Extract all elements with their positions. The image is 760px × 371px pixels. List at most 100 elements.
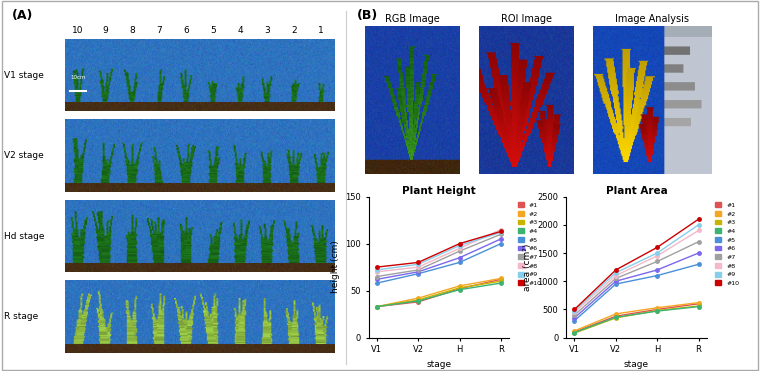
#7 [496,232,505,236]
#8 [455,246,464,250]
#3 [372,304,382,309]
#4 [694,304,703,309]
#5 [455,260,464,265]
Text: 1: 1 [318,26,324,35]
Text: 7: 7 [156,26,162,35]
#1 [372,304,382,309]
Line: #4: #4 [375,281,502,308]
#5 [496,242,505,246]
Line: #10: #10 [573,217,700,311]
Y-axis label: area (cm²): area (cm²) [523,243,532,291]
#10 [694,217,703,221]
#6 [455,256,464,260]
#6 [570,316,579,320]
Text: 6: 6 [183,26,189,35]
#6 [694,251,703,255]
Line: #7: #7 [375,233,502,278]
#3 [455,286,464,290]
#8 [372,270,382,274]
#8 [413,265,423,269]
Line: #1: #1 [375,278,502,308]
X-axis label: stage: stage [624,360,649,369]
#1 [496,277,505,282]
#1 [413,300,423,304]
#2 [653,305,662,310]
#2 [694,301,703,305]
#3 [611,316,620,320]
#5 [570,318,579,323]
#10 [570,307,579,312]
#4 [413,299,423,303]
#9 [653,251,662,255]
#5 [611,282,620,286]
#10 [611,268,620,272]
Text: 10cm: 10cm [70,75,86,81]
#8 [611,273,620,278]
Line: #9: #9 [573,223,700,312]
#4 [455,288,464,292]
#2 [611,312,620,316]
#7 [455,249,464,253]
#3 [653,308,662,313]
#7 [653,259,662,264]
Legend: #1, #2, #3, #4, #5, #6, #7, #8, #9, #10: #1, #2, #3, #4, #5, #6, #7, #8, #9, #10 [515,200,544,289]
Line: #8: #8 [375,228,502,273]
#9 [570,308,579,313]
Line: #3: #3 [573,304,700,335]
#6 [496,237,505,241]
Text: ROI Image: ROI Image [501,14,552,24]
#8 [570,310,579,315]
Text: RGB Image: RGB Image [385,14,440,24]
Text: V2 stage: V2 stage [4,151,43,160]
#5 [372,281,382,285]
X-axis label: stage: stage [426,360,451,369]
Line: #9: #9 [375,231,502,272]
Text: 10: 10 [72,26,84,35]
#2 [413,296,423,301]
#1 [611,314,620,318]
#2 [570,329,579,333]
#4 [570,330,579,335]
#9 [455,243,464,248]
#9 [611,270,620,275]
#6 [372,277,382,282]
#9 [413,262,423,266]
Line: #4: #4 [573,305,700,334]
Legend: #1, #2, #3, #4, #5, #6, #7, #8, #9, #10: #1, #2, #3, #4, #5, #6, #7, #8, #9, #10 [713,200,742,289]
#8 [496,227,505,232]
#4 [653,309,662,313]
#1 [653,307,662,312]
Text: 8: 8 [129,26,135,35]
Text: (A): (A) [11,9,33,22]
Line: #6: #6 [573,251,700,319]
Text: R stage: R stage [4,312,38,321]
#1 [570,330,579,334]
#10 [496,229,505,234]
#8 [694,228,703,233]
#8 [653,254,662,258]
Text: Hd stage: Hd stage [4,232,44,241]
#5 [413,272,423,276]
#6 [413,270,423,274]
#2 [372,304,382,309]
#9 [694,223,703,227]
Line: #3: #3 [375,279,502,308]
#3 [694,304,703,308]
Line: #10: #10 [375,230,502,269]
#6 [653,268,662,272]
#3 [413,298,423,302]
#5 [694,262,703,266]
#7 [611,276,620,280]
#4 [611,315,620,319]
#10 [413,260,423,265]
Text: Image Analysis: Image Analysis [615,14,689,24]
Line: #8: #8 [573,229,700,314]
Line: #2: #2 [375,277,502,308]
Y-axis label: height (cm): height (cm) [331,241,340,293]
#2 [455,284,464,288]
Title: Plant Area: Plant Area [606,186,667,196]
#1 [455,286,464,291]
#5 [653,273,662,278]
Line: #6: #6 [375,237,502,281]
Text: 5: 5 [210,26,216,35]
